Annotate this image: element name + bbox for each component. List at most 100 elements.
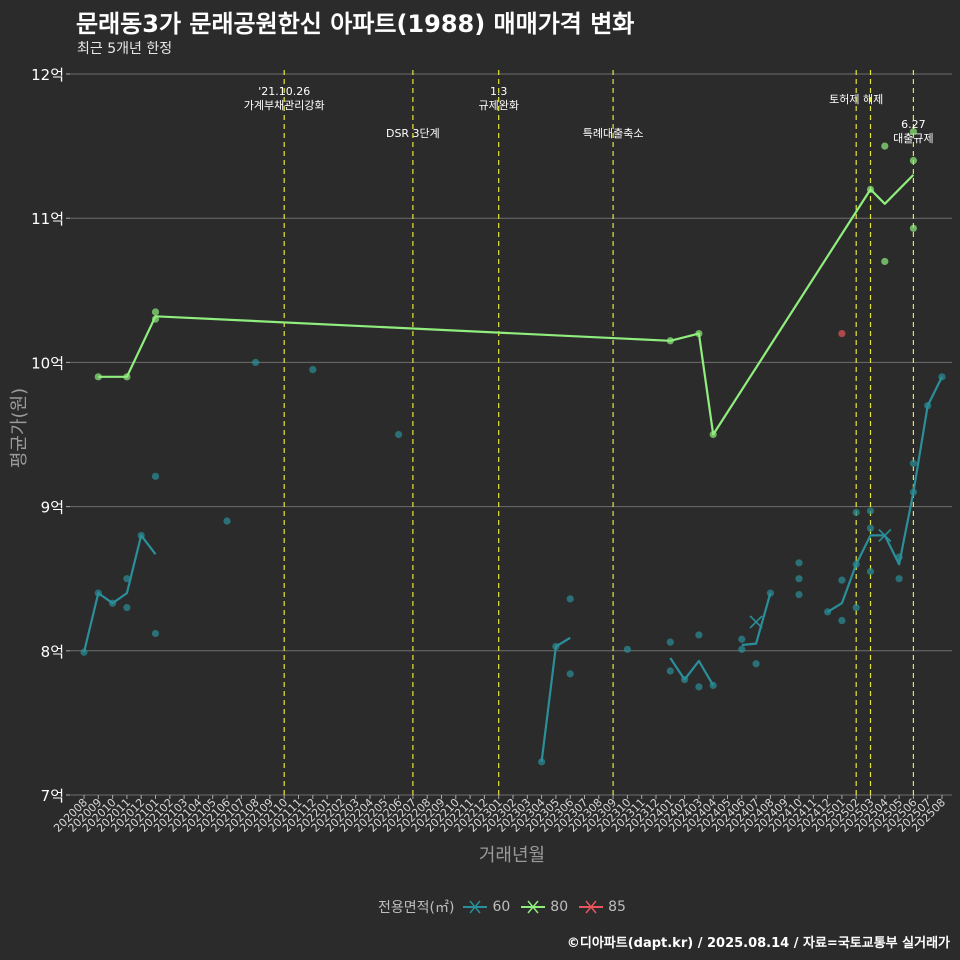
series-line-60 (82, 534, 157, 653)
y-tick-label: 12억 (31, 66, 64, 84)
data-point-60 (852, 603, 860, 612)
data-point-80 (909, 156, 918, 165)
legend-item-60: 60 (462, 897, 510, 917)
y-tick-label: 8억 (41, 643, 64, 661)
data-point-60 (151, 472, 160, 480)
cross-marker-60 (878, 528, 892, 543)
data-point-60 (695, 631, 703, 639)
event-annotation: 1.3 (490, 85, 508, 98)
data-point-60 (824, 608, 832, 616)
data-point-60 (852, 508, 860, 516)
legend-title: 전용면적(㎡) (378, 900, 455, 916)
data-point-80 (866, 185, 875, 193)
event-annotation: 가계부채관리강화 (244, 99, 325, 112)
data-point-85 (838, 329, 846, 338)
data-point-60 (123, 575, 131, 583)
data-point-60 (623, 645, 632, 653)
data-point-60 (666, 667, 674, 675)
data-point-80 (909, 128, 918, 136)
data-point-60 (123, 603, 131, 612)
legend-item-80: 80 (520, 897, 568, 917)
data-point-60 (795, 559, 803, 567)
data-point-60 (252, 358, 260, 366)
event-annotation: 특례대출축소 (583, 127, 644, 140)
legend-key-60 (463, 900, 488, 914)
data-point-60 (80, 648, 88, 656)
series-line-60 (540, 636, 571, 762)
data-point-60 (395, 430, 403, 439)
data-point-60 (738, 635, 746, 643)
data-point-60 (766, 589, 775, 597)
legend-label-85: 85 (608, 899, 626, 915)
source-caption: ©디아파트(dapt.kr) / 2025.08.14 / 자료=국토교통부 실… (566, 936, 950, 951)
data-point-60 (938, 373, 946, 381)
series-line-60 (741, 592, 772, 647)
event-annotation: 규제완화 (478, 99, 518, 112)
data-point-60 (666, 638, 674, 646)
y-tick-label: 10억 (31, 354, 64, 372)
chart-subtitle: 최근 5개년 한정 (77, 41, 173, 57)
legend: 전용면적(㎡) 60 80 85 (378, 896, 636, 918)
event-annotation: 토허제 해제 (829, 92, 883, 106)
event-annotation: 대출규제 (893, 132, 933, 145)
data-point-80 (666, 337, 674, 345)
data-point-60 (866, 524, 875, 532)
event-annotation: 6.27 (901, 118, 926, 131)
chart-title: 문래동3가 문래공원한신 아파트(1988) 매매가격 변화 (76, 10, 635, 38)
y-tick-label: 9억 (41, 499, 64, 517)
data-point-60 (223, 517, 231, 525)
gridlines (70, 73, 952, 796)
data-point-60 (909, 459, 918, 467)
data-point-60 (866, 567, 875, 576)
data-point-60 (695, 683, 703, 691)
data-point-80 (709, 430, 717, 439)
data-point-60 (852, 560, 860, 568)
data-point-60 (795, 575, 803, 583)
series-lines (82, 174, 943, 762)
cross-stroke (878, 528, 892, 543)
legend-item-85: 85 (578, 897, 626, 917)
data-point-60 (909, 488, 918, 496)
data-point-80 (94, 373, 102, 381)
data-point-80 (151, 315, 160, 323)
data-point-60 (309, 366, 317, 374)
data-point-60 (752, 660, 760, 668)
data-point-60 (538, 758, 546, 766)
data-point-60 (94, 589, 102, 597)
cross-marker-60 (749, 615, 763, 629)
data-point-80 (695, 329, 703, 338)
data-point-60 (895, 575, 903, 583)
axes: 7억8억9억10억11억12억2020082020092020102020112… (9, 66, 948, 866)
data-point-80 (123, 373, 131, 381)
data-point-60 (681, 676, 689, 684)
data-point-60 (566, 670, 574, 678)
data-point-60 (566, 595, 574, 603)
legend-label-80: 80 (550, 899, 569, 915)
series-line-60 (827, 376, 943, 613)
data-point-80 (881, 142, 889, 150)
data-point-80 (881, 257, 889, 266)
data-point-60 (709, 681, 717, 690)
y-tick-label: 11억 (31, 210, 64, 228)
cross-stroke (749, 615, 763, 629)
data-point-80 (909, 224, 918, 232)
data-point-60 (151, 629, 160, 638)
data-point-60 (795, 590, 803, 599)
y-tick-label: 7억 (41, 787, 64, 805)
data-point-60 (895, 553, 903, 561)
data-point-60 (109, 599, 117, 607)
event-annotation: DSR 3단계 (386, 127, 440, 140)
data-point-60 (838, 576, 846, 584)
legend-key-85 (579, 900, 604, 914)
data-point-60 (137, 531, 145, 540)
series-points (80, 128, 946, 766)
data-point-60 (838, 616, 846, 625)
event-annotation: '21.10.26 (258, 85, 310, 98)
data-point-60 (552, 642, 560, 651)
data-point-60 (738, 645, 746, 653)
data-point-60 (924, 402, 932, 410)
series-line-60 (669, 657, 715, 686)
data-point-60 (866, 507, 875, 515)
